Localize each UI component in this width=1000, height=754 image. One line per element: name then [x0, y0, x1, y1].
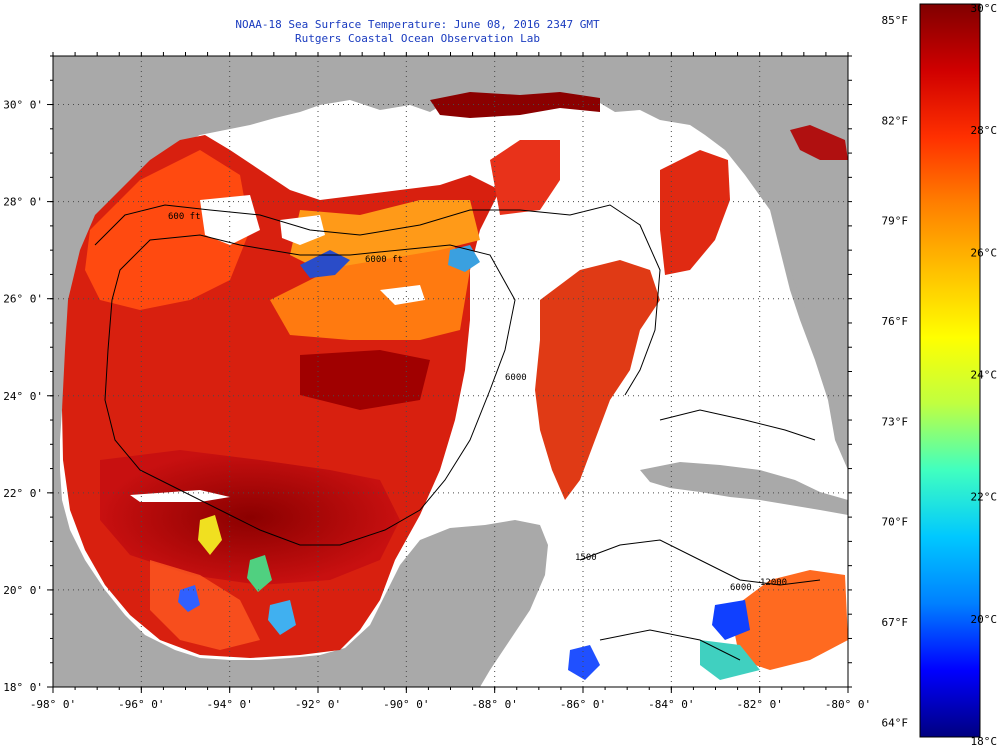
lon-tick-label: -90° 0': [383, 698, 429, 711]
contour-label: 6000: [505, 373, 527, 383]
lon-tick-label: -94° 0': [206, 698, 252, 711]
lon-tick-label: -80° 0': [825, 698, 871, 711]
contour-label: 6000: [730, 583, 752, 593]
lat-tick-label: 18° 0': [3, 681, 43, 694]
lat-tick-label: 22° 0': [3, 487, 43, 500]
colorbar-f-label: 79°F: [882, 215, 909, 228]
contour-label: 1500: [575, 553, 597, 563]
latitude-labels: 30° 0' 28° 0' 26° 0' 24° 0' 22° 0' 20° 0' 18° …: [3, 99, 43, 694]
map-title: NOAA-18 Sea Surface Temperature: June 08…: [235, 18, 600, 31]
lon-tick-label: -96° 0': [118, 698, 164, 711]
cloud-patches: [130, 195, 425, 502]
colorbar-f-label: 67°F: [882, 616, 909, 629]
colorbar-f-label: 73°F: [882, 415, 909, 428]
colorbar-c-label: 26°C: [971, 246, 998, 259]
lat-tick-label: 26° 0': [3, 293, 43, 306]
colorbar-c-label: 22°C: [971, 491, 998, 504]
colorbar-f-label: 70°F: [882, 516, 909, 529]
contour-label: 6000 ft: [365, 255, 403, 265]
lon-tick-label: -86° 0': [560, 698, 606, 711]
contour-label: 12000: [760, 578, 787, 588]
colorbar-c-label: 30°C: [971, 2, 998, 15]
lat-tick-label: 20° 0': [3, 584, 43, 597]
contour-label: 600 ft: [168, 212, 201, 222]
axis-ticks: [47, 52, 852, 693]
colorbar-c-label: 28°C: [971, 124, 998, 137]
colorbar-c-label: 20°C: [971, 613, 998, 626]
colorbar-f-label: 85°F: [882, 14, 909, 27]
lon-tick-label: -82° 0': [736, 698, 782, 711]
lon-tick-label: -84° 0': [648, 698, 694, 711]
lat-tick-label: 24° 0': [3, 390, 43, 403]
map-subtitle: Rutgers Coastal Ocean Observation Lab: [294, 32, 541, 45]
colorbar-f-label: 64°F: [882, 716, 909, 729]
lat-tick-label: 30° 0': [3, 99, 43, 112]
graticule: [53, 56, 848, 687]
colorbar-f-label: 82°F: [882, 114, 909, 127]
colorbar-f-label: 76°F: [882, 315, 909, 328]
longitude-labels: -98° 0' -96° 0' -94° 0' -92° 0' -90° 0' -88° …: [30, 698, 871, 711]
lon-tick-label: -88° 0': [471, 698, 517, 711]
colorbar-labels: 85°F 82°F 79°F 76°F 73°F 70°F 67°F 64°F 30°C 28°C…: [882, 2, 998, 748]
colorbar-c-label: 24°C: [971, 369, 998, 382]
lon-tick-label: -98° 0': [30, 698, 76, 711]
colorbar: [919, 3, 981, 738]
lon-tick-label: -92° 0': [295, 698, 341, 711]
bathymetry-contours: [94, 204, 821, 661]
lat-tick-label: 28° 0': [3, 196, 43, 209]
colorbar-c-label: 18°C: [971, 735, 998, 748]
